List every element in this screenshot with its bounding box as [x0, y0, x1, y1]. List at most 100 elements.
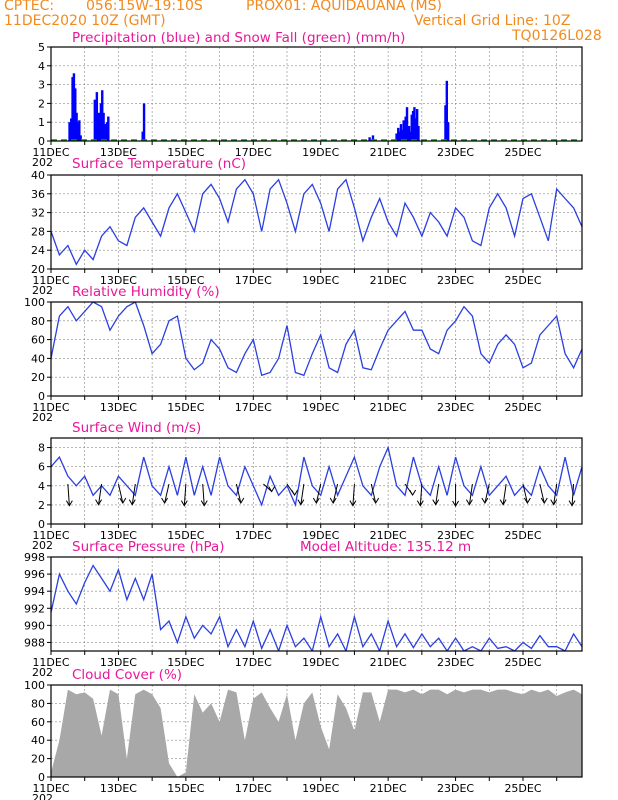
y-tick-label: 998: [24, 551, 45, 564]
wind-arrow: [329, 483, 339, 505]
wind-arrow: [312, 483, 322, 505]
y-tick-label: 0: [38, 771, 45, 784]
precip-bar: [95, 92, 99, 141]
precip-bar: [97, 112, 101, 141]
wind-arrow-head: [312, 497, 320, 505]
x-tick-label: 11DEC: [32, 146, 69, 159]
wind-arrow-shaft: [419, 483, 423, 506]
y-tick-label: 0: [38, 518, 45, 531]
wind-title: Surface Wind (m/s): [72, 420, 201, 436]
wind-arrow-head: [297, 499, 305, 506]
wind-arrow-shaft: [522, 483, 528, 504]
wind-arrow: [499, 483, 507, 506]
pressure-line: [51, 564, 582, 651]
x-tick-label: 19DEC: [302, 782, 339, 795]
x-tick-label: 25DEC: [504, 656, 541, 669]
y-tick-label: 3: [38, 79, 45, 92]
humidity-frame: [50, 301, 583, 397]
wind-arrow-shaft: [67, 483, 70, 506]
wind-arrow: [550, 483, 558, 506]
wind-arrow-head: [349, 500, 357, 507]
x-tick-label: 21DEC: [370, 401, 407, 414]
x-tick-label: 15DEC: [167, 529, 204, 542]
x-tick-label: 11DEC: [32, 529, 69, 542]
wind-arrow-head: [409, 489, 417, 496]
y-tick-label: 40: [31, 169, 45, 182]
wind-arrow-head: [128, 499, 136, 506]
wind-arrow-shaft: [468, 483, 473, 505]
x-tick-label: 23DEC: [437, 782, 474, 795]
x-tick-cutoff-label: 202: [32, 792, 53, 800]
x-tick-label: 13DEC: [100, 146, 137, 159]
wind-arrow-shaft: [352, 483, 355, 506]
wind-arrow-shaft: [235, 483, 242, 504]
precip-bar: [414, 118, 417, 141]
y-tick-label: 996: [24, 568, 45, 581]
y-tick-label: 2: [38, 97, 45, 110]
wind-arrow-head: [95, 499, 102, 506]
precip-bar: [141, 131, 144, 141]
wind-arrow-head: [416, 500, 424, 507]
precip-bar: [142, 103, 146, 141]
wind-arrow-head: [523, 497, 531, 505]
header-station: PROX01: AQUIDAUANA (MS): [246, 0, 442, 14]
wind-arrow: [297, 483, 305, 506]
x-tick-label: 15DEC: [167, 656, 204, 669]
x-tick-label: 17DEC: [235, 401, 272, 414]
precip-bar: [407, 125, 411, 141]
x-tick-label: 13DEC: [100, 274, 137, 287]
temperature-line: [51, 178, 582, 266]
x-tick-label: 13DEC: [100, 656, 137, 669]
x-tick-label: 21DEC: [370, 782, 407, 795]
x-tick-label: 23DEC: [437, 146, 474, 159]
y-tick-label: 4: [38, 480, 45, 493]
y-tick-label: 5: [38, 41, 45, 54]
y-tick-label: 4: [38, 60, 45, 73]
header-coordinates: 056:15W-19:10S: [86, 0, 203, 14]
wind-arrow: [404, 483, 417, 496]
x-tick-label: 15DEC: [167, 146, 204, 159]
wind-arrow-shaft: [183, 483, 187, 506]
x-tick-label: 17DEC: [235, 782, 272, 795]
precip-bar: [75, 112, 78, 141]
wind-arrow: [568, 483, 576, 507]
model-altitude-label: Model Altitude: 135.12 m: [300, 539, 471, 555]
y-tick-label: 20: [31, 753, 45, 766]
x-tick-cutoff-label: 202: [32, 284, 53, 297]
cloud-cover-title: Cloud Cover (%): [72, 667, 182, 683]
x-tick-label: 15DEC: [167, 274, 204, 287]
y-tick-label: 990: [24, 619, 45, 632]
wind-arrow-head: [550, 499, 558, 506]
wind-arrow: [117, 483, 127, 505]
pressure-frame: [50, 556, 583, 652]
x-tick-label: 13DEC: [100, 782, 137, 795]
precip-bar: [70, 118, 73, 141]
precip-bar: [417, 125, 420, 141]
wind-arrow-head: [291, 489, 299, 496]
precip-bar: [105, 122, 109, 141]
wind-arrow-head: [268, 486, 276, 493]
y-tick-label: 80: [31, 697, 45, 710]
y-tick-label: 60: [31, 334, 45, 347]
precip-bar: [411, 110, 415, 141]
x-tick-label: 19DEC: [302, 529, 339, 542]
x-tick-label: 13DEC: [100, 529, 137, 542]
x-tick-label: 23DEC: [437, 656, 474, 669]
y-tick-label: 0: [38, 390, 45, 403]
precip-bar: [446, 122, 450, 141]
wind-arrow-shaft: [202, 483, 205, 506]
x-tick-label: 15DEC: [167, 782, 204, 795]
cloud-cover-area: [51, 689, 582, 777]
pressure-title: Surface Pressure (hPa): [72, 539, 225, 555]
cloud-cover-panel: 0 20 40 60 80 100 11DEC 13DEC 15DEC 17DEC 19DEC 21D…: [24, 667, 583, 800]
wind-arrow-shaft: [300, 483, 305, 505]
x-tick-label: 11DEC: [32, 656, 69, 669]
y-tick-label: 32: [31, 207, 45, 220]
precip-bar: [107, 116, 110, 141]
x-tick-label: 25DEC: [504, 274, 541, 287]
wind-panel: 0 2 4 6 8 11DEC 13DEC 15DEC 17DEC 19DEC 21DEC 23DEC…: [32, 420, 583, 552]
x-tick-label: 11DEC: [32, 274, 69, 287]
y-tick-label: 6: [38, 461, 45, 474]
wind-arrow: [522, 483, 531, 505]
x-tick-label: 21DEC: [370, 274, 407, 287]
